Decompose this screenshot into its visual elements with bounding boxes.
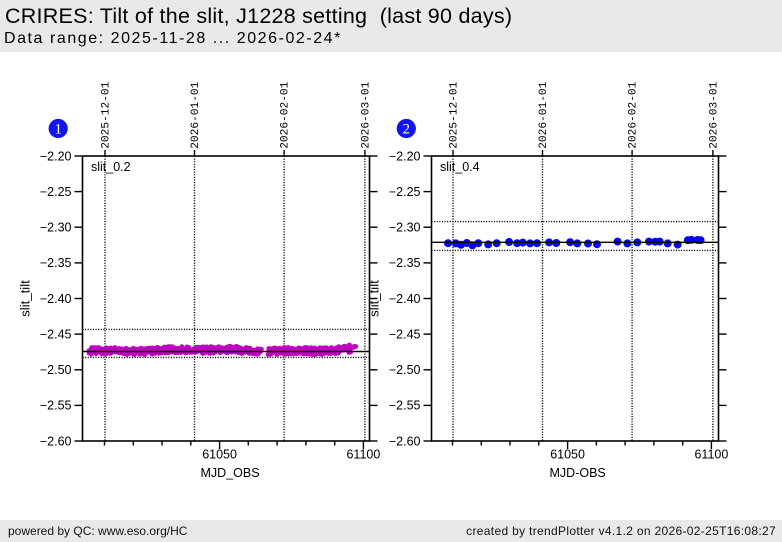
svg-text:slit_0.2: slit_0.2 [91, 160, 131, 174]
svg-text:2025-12-01: 2025-12-01 [101, 81, 113, 148]
svg-text:−2.30: −2.30 [389, 221, 421, 235]
svg-text:−2.45: −2.45 [389, 327, 421, 341]
svg-text:−2.55: −2.55 [389, 399, 421, 413]
svg-text:−2.40: −2.40 [40, 292, 72, 306]
svg-text:MJD_OBS: MJD_OBS [201, 466, 260, 480]
svg-text:61100: 61100 [694, 448, 728, 462]
svg-text:−2.20: −2.20 [389, 149, 421, 163]
svg-text:−2.35: −2.35 [40, 256, 72, 270]
svg-text:−2.25: −2.25 [40, 185, 72, 199]
svg-text:1: 1 [54, 122, 62, 138]
svg-text:−2.50: −2.50 [389, 363, 421, 377]
svg-text:61100: 61100 [346, 448, 380, 462]
svg-text:2026-03-01: 2026-03-01 [361, 81, 373, 148]
svg-text:2026-02-01: 2026-02-01 [628, 81, 640, 148]
svg-text:2026-02-01: 2026-02-01 [280, 81, 292, 148]
svg-text:−2.60: −2.60 [40, 434, 72, 448]
svg-text:−2.60: −2.60 [389, 434, 421, 448]
svg-text:−2.25: −2.25 [389, 185, 421, 199]
svg-text:61050: 61050 [550, 448, 585, 462]
svg-text:−2.45: −2.45 [40, 327, 72, 341]
svg-text:−2.40: −2.40 [389, 292, 421, 306]
svg-text:slit_tilt: slit_tilt [367, 280, 382, 317]
svg-text:2026-01-01: 2026-01-01 [190, 81, 202, 148]
svg-text:−2.55: −2.55 [40, 399, 72, 413]
svg-text:−2.50: −2.50 [40, 363, 72, 377]
svg-text:−2.35: −2.35 [389, 256, 421, 270]
svg-text:−2.20: −2.20 [40, 149, 72, 163]
svg-text:61050: 61050 [202, 448, 237, 462]
svg-text:2: 2 [403, 122, 411, 138]
svg-text:MJD-OBS: MJD-OBS [550, 466, 606, 480]
svg-text:slit_tilt: slit_tilt [18, 280, 33, 317]
svg-text:2025-12-01: 2025-12-01 [449, 81, 461, 148]
svg-text:2026-01-01: 2026-01-01 [538, 81, 550, 148]
svg-text:slit_0.4: slit_0.4 [440, 160, 480, 174]
svg-text:2026-03-01: 2026-03-01 [709, 81, 721, 148]
svg-text:−2.30: −2.30 [40, 221, 72, 235]
